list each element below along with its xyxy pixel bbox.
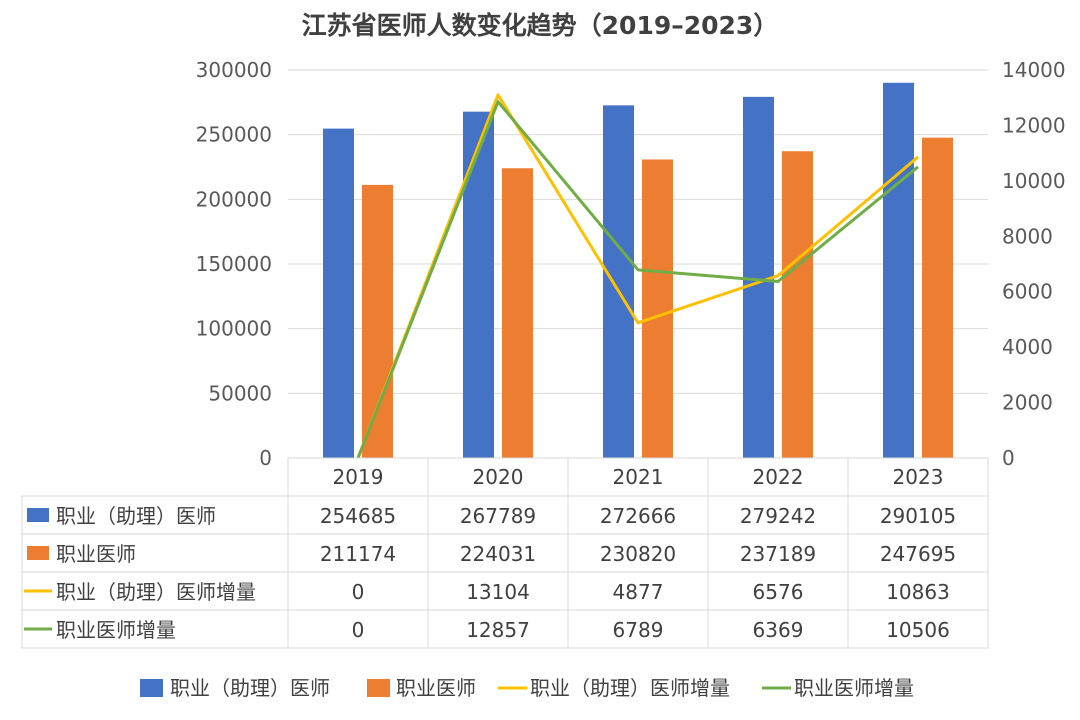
table-value: 0 bbox=[352, 618, 365, 642]
right-tick-label: 0 bbox=[1002, 446, 1015, 470]
table-value: 211174 bbox=[320, 542, 396, 566]
category-label: 2021 bbox=[613, 465, 664, 489]
left-tick-label: 250000 bbox=[196, 123, 272, 147]
line-physicians-increase bbox=[356, 100, 919, 459]
legend-key bbox=[367, 679, 390, 697]
category-label: 2019 bbox=[333, 465, 384, 489]
table-series-name: 职业医师 bbox=[56, 542, 136, 566]
category-label: 2022 bbox=[753, 465, 804, 489]
table-value: 224031 bbox=[460, 542, 536, 566]
bar-physicians bbox=[922, 137, 953, 458]
table-value: 10863 bbox=[886, 580, 950, 604]
left-tick-label: 0 bbox=[259, 446, 272, 470]
table-value: 290105 bbox=[880, 504, 956, 528]
legend: 职业（助理）医师 职业医师 职业（助理）医师增量 职业医师增量 bbox=[140, 676, 914, 700]
bar-physicians bbox=[362, 184, 393, 458]
right-tick-label: 4000 bbox=[1002, 335, 1053, 359]
left-tick-label: 300000 bbox=[196, 58, 272, 82]
table-value: 279242 bbox=[740, 504, 816, 528]
right-tick-label: 6000 bbox=[1002, 280, 1053, 304]
bar-physicians bbox=[782, 151, 813, 458]
left-tick-label: 50000 bbox=[208, 381, 272, 405]
data-table: 2019 2020 2021 2022 2023 职业（助理）医师 254685 267789… bbox=[21, 457, 989, 649]
bar-physicians bbox=[642, 159, 673, 459]
table-series-name: 职业医师增量 bbox=[56, 618, 176, 642]
table-value: 6369 bbox=[753, 618, 804, 642]
table-legend-key bbox=[27, 508, 49, 522]
table-value: 13104 bbox=[466, 580, 530, 604]
bars bbox=[323, 82, 953, 459]
table-series-name: 职业（助理）医师增量 bbox=[56, 580, 256, 604]
bar-assistant-physicians bbox=[883, 82, 914, 458]
bar-assistant-physicians bbox=[323, 128, 354, 458]
line-assistant-physicians-increase bbox=[356, 93, 919, 459]
table-value: 4877 bbox=[613, 580, 664, 604]
legend-label: 职业医师增量 bbox=[794, 676, 914, 700]
table-value: 6789 bbox=[613, 618, 664, 642]
table-value: 0 bbox=[352, 580, 365, 604]
legend-label: 职业（助理）医师 bbox=[170, 676, 330, 700]
table-value: 254685 bbox=[320, 504, 396, 528]
left-tick-label: 100000 bbox=[196, 317, 272, 341]
bar-physicians bbox=[502, 168, 533, 458]
left-tick-label: 200000 bbox=[196, 187, 272, 211]
right-tick-label: 2000 bbox=[1002, 391, 1053, 415]
bar-assistant-physicians bbox=[603, 105, 634, 458]
table-value: 10506 bbox=[886, 618, 950, 642]
table-legend-key bbox=[27, 546, 49, 560]
table-value: 12857 bbox=[466, 618, 530, 642]
table-value: 6576 bbox=[753, 580, 804, 604]
table-value: 267789 bbox=[460, 504, 536, 528]
bar-assistant-physicians bbox=[463, 111, 494, 459]
table-value: 247695 bbox=[880, 542, 956, 566]
right-tick-label: 10000 bbox=[1002, 169, 1066, 193]
legend-label: 职业（助理）医师增量 bbox=[530, 676, 730, 700]
right-axis: 0 2000 4000 6000 8000 10000 12000 14000 bbox=[1002, 58, 1066, 470]
gridlines bbox=[288, 69, 988, 459]
legend-label: 职业医师 bbox=[396, 676, 476, 700]
left-axis: 0 50000 100000 150000 200000 250000 300000 bbox=[196, 58, 272, 470]
right-tick-label: 14000 bbox=[1002, 58, 1066, 82]
table-value: 272666 bbox=[600, 504, 676, 528]
right-tick-label: 8000 bbox=[1002, 224, 1053, 248]
right-tick-label: 12000 bbox=[1002, 113, 1066, 137]
legend-key bbox=[140, 679, 163, 697]
category-label: 2020 bbox=[473, 465, 524, 489]
lines bbox=[356, 93, 919, 459]
left-tick-label: 150000 bbox=[196, 252, 272, 276]
table-value: 237189 bbox=[740, 542, 816, 566]
chart-title: 江苏省医师人数变化趋势（2019–2023） bbox=[302, 11, 779, 40]
category-label: 2023 bbox=[893, 465, 944, 489]
table-series-name: 职业（助理）医师 bbox=[56, 504, 216, 528]
table-value: 230820 bbox=[600, 542, 676, 566]
